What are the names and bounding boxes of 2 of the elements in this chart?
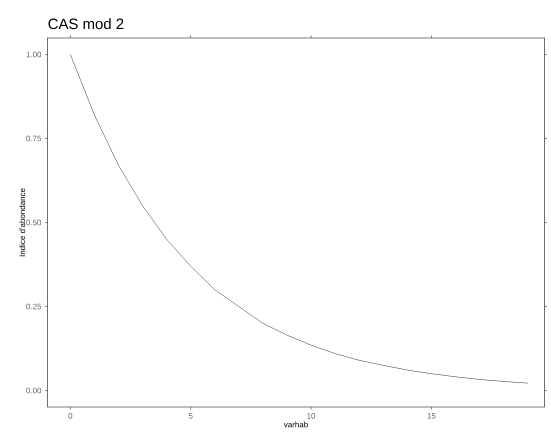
chart-title: CAS mod 2 xyxy=(48,18,124,30)
line-series xyxy=(70,54,528,384)
